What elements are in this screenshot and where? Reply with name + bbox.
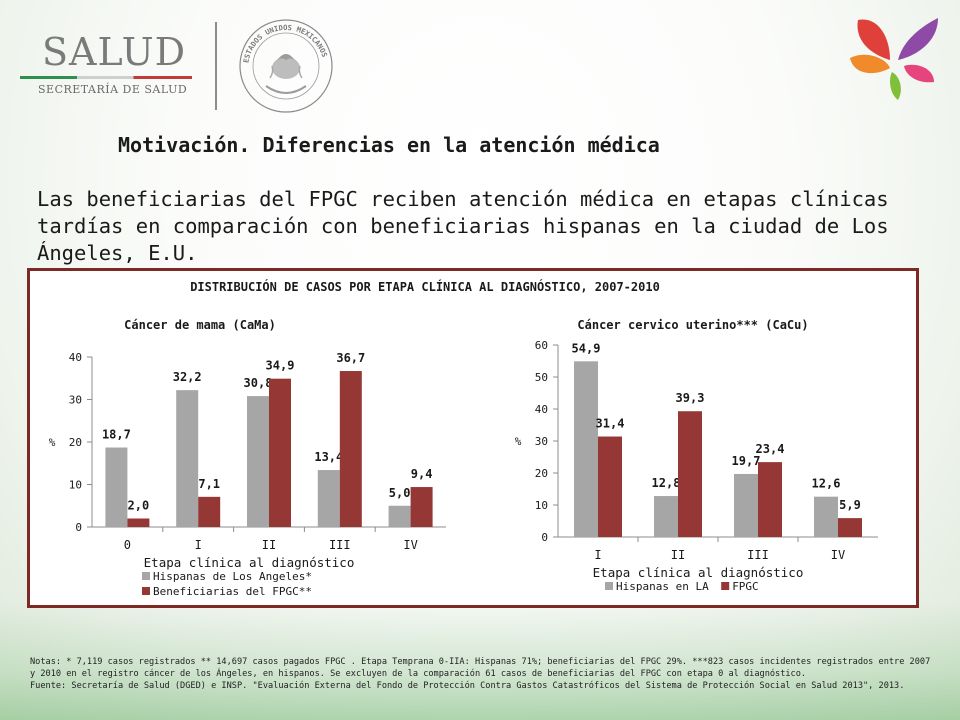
y-axis-label: % (515, 435, 522, 448)
chart-breast-cancer: Cáncer de mama (CaMa) 0 10 20 30 40% 0 18,7 2,0 I… (49, 318, 446, 598)
bar-hispanas (388, 505, 411, 527)
data-label: 9,4 (411, 467, 433, 481)
x-tick-label: IV (831, 548, 845, 562)
legend-label: Beneficiarias del FPGC** (153, 585, 312, 598)
x-tick-label: I (195, 538, 202, 552)
legend-label: FPGC (732, 580, 759, 593)
legend-label: Hispanas de Los Angeles* (153, 570, 312, 583)
data-label: 34,9 (266, 359, 295, 373)
salud-logo-bar (20, 76, 192, 79)
x-tick-label: II (262, 538, 276, 552)
y-tick-label: 30 (69, 394, 82, 407)
y-tick-label: 0 (541, 531, 548, 544)
y-tick-label: 20 (69, 436, 82, 449)
source-text: Fuente: Secretaría de Salud (DGED) e INS… (30, 681, 905, 692)
chart-panel: DISTRIBUCIÓN DE CASOS POR ETAPA CLÍNICA … (27, 268, 919, 608)
chart-title: Cáncer de mama (CaMa) (124, 318, 276, 332)
y-tick-label: 10 (535, 499, 548, 512)
background-decoration (0, 600, 960, 720)
bar-fpgc (410, 487, 433, 527)
bar-fpgc (838, 518, 862, 537)
salud-logo-word: SALUD (42, 30, 187, 74)
bar-hispanas (317, 470, 340, 527)
data-label: 36,7 (336, 351, 365, 365)
data-label: 23,4 (756, 442, 785, 456)
bar-hispanas (574, 361, 598, 537)
bar-fpgc (198, 496, 221, 527)
legend-swatch (721, 582, 730, 590)
data-label: 32,2 (173, 370, 202, 384)
y-axis-label: % (49, 436, 56, 449)
chart-title: Cáncer cervico uterino*** (CaCu) (577, 318, 808, 332)
legend-label: Hispanas en LA (616, 580, 709, 593)
data-label: 18,7 (102, 428, 131, 442)
bar-hispanas (247, 396, 269, 527)
bar-fpgc (339, 371, 362, 527)
x-tick-label: IV (403, 538, 417, 552)
slide-title: Motivación. Diferencias en la atención m… (118, 133, 660, 157)
y-tick-label: 50 (535, 371, 548, 384)
national-seal-icon: ESTADOS UNIDOS MEXICANOS (239, 19, 333, 113)
chart-cervical-cancer: Cáncer cervico uterino*** (CaCu) 0 10 20 30 4… (515, 318, 878, 593)
data-label: 54,9 (572, 341, 601, 355)
chart-svg: DISTRIBUCIÓN DE CASOS POR ETAPA CLÍNICA … (49, 279, 878, 598)
x-tick-label: III (747, 548, 769, 562)
butterfly-logo-icon (850, 18, 938, 100)
y-tick-label: 10 (69, 479, 82, 492)
legend-swatch (142, 572, 150, 580)
x-tick-label: 0 (124, 538, 131, 552)
x-tick-label: III (329, 538, 351, 552)
bar-hispanas (105, 447, 128, 527)
bar-fpgc (758, 462, 782, 537)
footnotes: Notas: * 7,119 casos registrados ** 14,6… (30, 656, 935, 693)
legend-swatch (142, 587, 150, 595)
salud-logo-subtitle: SECRETARÍA DE SALUD (38, 83, 188, 96)
data-label: 19,7 (732, 454, 761, 468)
y-tick-label: 40 (69, 351, 82, 364)
y-tick-label: 40 (535, 403, 548, 416)
bar-hispanas (734, 473, 758, 537)
x-tick-label: II (671, 548, 685, 562)
bar-fpgc (678, 411, 702, 537)
data-label: 5,9 (839, 498, 861, 512)
y-tick-label: 20 (535, 467, 548, 480)
y-tick-label: 30 (535, 435, 548, 448)
bar-fpgc (127, 518, 150, 527)
chart-main-title: DISTRIBUCIÓN DE CASOS POR ETAPA CLÍNICA … (190, 279, 660, 294)
data-label: 31,4 (596, 417, 625, 431)
data-label: 5,0 (389, 486, 411, 500)
bar-hispanas (814, 496, 838, 537)
y-tick-label: 60 (535, 339, 548, 352)
intro-paragraph: Las beneficiarias del FPGC reciben atenc… (37, 187, 889, 265)
data-label: 2,0 (128, 499, 150, 513)
data-label: 12,8 (652, 476, 681, 490)
x-axis-label: Etapa clínica al diagnóstico (593, 565, 804, 580)
header-divider (215, 22, 217, 110)
bar-hispanas (176, 390, 199, 527)
bar-fpgc (598, 436, 622, 537)
data-label: 39,3 (676, 391, 705, 405)
data-label: 12,6 (812, 477, 841, 491)
data-label: 30,8 (244, 376, 273, 390)
data-label: 7,1 (198, 477, 220, 491)
bar-hispanas (654, 496, 678, 537)
salud-logo: SALUD SECRETARÍA DE SALUD (20, 30, 200, 110)
notes-text: Notas: * 7,119 casos registrados ** 14,6… (30, 657, 931, 680)
x-tick-label: I (594, 548, 601, 562)
bar-fpgc (269, 378, 291, 527)
legend-swatch (605, 582, 613, 590)
data-label: 13,4 (314, 450, 343, 464)
y-tick-label: 0 (75, 521, 82, 534)
x-axis-label: Etapa clínica al diagnóstico (144, 555, 355, 570)
